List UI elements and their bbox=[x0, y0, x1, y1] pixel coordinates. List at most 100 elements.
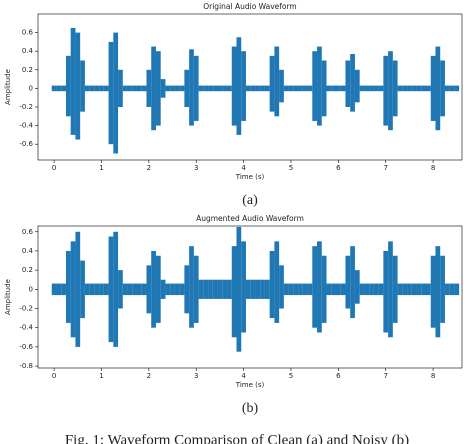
waveform-segment bbox=[421, 283, 426, 296]
waveform-segment bbox=[411, 85, 417, 92]
waveform-segment bbox=[307, 283, 313, 296]
waveform-segment bbox=[440, 255, 445, 323]
waveform-segment bbox=[84, 283, 90, 296]
waveform-segment bbox=[279, 69, 284, 103]
waveform-segment bbox=[354, 270, 360, 304]
y-axis-label: Amplitude bbox=[4, 279, 12, 315]
waveform-segment bbox=[174, 283, 180, 296]
waveform-segment bbox=[155, 255, 161, 323]
plot-frame bbox=[37, 225, 463, 369]
waveform-segment bbox=[99, 85, 104, 92]
waveform-segment bbox=[227, 85, 232, 92]
waveform-segment bbox=[335, 283, 341, 296]
y-tick-label: -0.4 bbox=[19, 122, 33, 130]
waveform-segment bbox=[369, 85, 374, 92]
waveform-segment bbox=[402, 85, 408, 92]
waveform-segment bbox=[279, 265, 284, 309]
waveform-segment bbox=[113, 231, 119, 347]
waveform-segment bbox=[118, 270, 123, 309]
chart-title: Augmented Audio Waveform bbox=[196, 214, 304, 223]
waveform-segment bbox=[383, 55, 389, 126]
waveform-segment bbox=[359, 85, 365, 92]
waveform-segment bbox=[70, 241, 76, 338]
waveform-segment bbox=[165, 85, 171, 92]
x-tick-label: 2 bbox=[147, 164, 151, 172]
waveform-segment bbox=[141, 283, 147, 296]
waveform-segment bbox=[373, 85, 379, 92]
waveform-segment bbox=[170, 283, 175, 296]
waveform-segment bbox=[151, 46, 156, 131]
waveform-segment bbox=[113, 32, 119, 154]
waveform-segment bbox=[51, 283, 57, 296]
waveform-segment bbox=[89, 283, 95, 296]
waveform-segment bbox=[425, 85, 431, 92]
waveform-segment bbox=[430, 55, 436, 121]
waveform-segment bbox=[435, 46, 441, 131]
waveform-segment bbox=[444, 85, 450, 92]
waveform-segment bbox=[440, 60, 445, 117]
y-tick-label: 0.2 bbox=[22, 266, 33, 274]
waveform-segment bbox=[222, 279, 228, 299]
waveform-segment bbox=[241, 51, 246, 121]
waveform-segment bbox=[184, 265, 190, 314]
x-tick-label: 8 bbox=[431, 372, 435, 380]
waveform-segment bbox=[321, 60, 327, 117]
waveform-segment bbox=[449, 85, 455, 92]
y-tick-label: -0.6 bbox=[19, 343, 33, 351]
waveform-segment bbox=[359, 283, 365, 296]
waveform-segment bbox=[407, 283, 412, 296]
waveform-segment bbox=[364, 85, 370, 92]
waveform-segment bbox=[227, 279, 232, 299]
x-tick-label: 4 bbox=[241, 164, 246, 172]
waveform-segment bbox=[283, 283, 289, 296]
waveform-segment bbox=[364, 283, 370, 296]
x-tick-label: 4 bbox=[241, 372, 246, 380]
waveform-segment bbox=[345, 255, 351, 309]
waveform-segment bbox=[326, 283, 332, 296]
x-tick-label: 3 bbox=[194, 372, 198, 380]
waveform-segment bbox=[425, 283, 431, 296]
y-tick-label: 0.6 bbox=[22, 228, 34, 236]
waveform-segment bbox=[321, 255, 327, 323]
y-tick-label: -0.6 bbox=[19, 140, 33, 148]
panel-label: (b) bbox=[242, 401, 259, 416]
waveform-segment bbox=[94, 85, 100, 92]
waveform-segment bbox=[298, 283, 303, 296]
waveform-segment bbox=[274, 241, 280, 323]
waveform-segment bbox=[388, 241, 393, 338]
waveform-segment bbox=[392, 60, 398, 117]
waveform-segment bbox=[231, 46, 237, 126]
waveform-segment bbox=[255, 279, 261, 299]
waveform-segment bbox=[160, 279, 166, 299]
waveform-segment bbox=[416, 283, 422, 296]
waveform-segment bbox=[179, 85, 185, 92]
waveform-segment bbox=[430, 255, 436, 328]
chart-title: Original Audio Waveform bbox=[203, 2, 297, 11]
x-tick-label: 6 bbox=[336, 164, 341, 172]
x-tick-label: 0 bbox=[52, 164, 56, 172]
waveform-segment bbox=[151, 250, 156, 328]
panel-label: (a) bbox=[242, 193, 258, 208]
waveform-segment bbox=[80, 60, 85, 112]
waveform-segment bbox=[245, 279, 251, 299]
waveform-segment bbox=[317, 46, 322, 126]
waveform-segment bbox=[302, 85, 308, 92]
waveform-segment bbox=[174, 85, 180, 92]
x-tick-label: 0 bbox=[52, 372, 56, 380]
waveform-segment bbox=[288, 85, 294, 92]
waveform-segment bbox=[444, 283, 450, 296]
waveform-segment bbox=[383, 250, 389, 333]
waveform-segment bbox=[170, 85, 175, 92]
waveform-segment bbox=[369, 283, 374, 296]
waveform-segment bbox=[236, 37, 242, 135]
waveform-segment bbox=[373, 283, 379, 296]
waveform-segment bbox=[392, 255, 398, 323]
waveform-segment bbox=[454, 85, 460, 92]
waveform-segment bbox=[231, 246, 237, 338]
waveform-segment bbox=[165, 283, 171, 296]
y-tick-label: -0.8 bbox=[19, 362, 33, 370]
waveform-segment bbox=[118, 69, 123, 107]
y-tick-label: 0.2 bbox=[22, 66, 33, 74]
waveform-segment bbox=[335, 85, 341, 92]
waveform-segment bbox=[198, 85, 204, 92]
